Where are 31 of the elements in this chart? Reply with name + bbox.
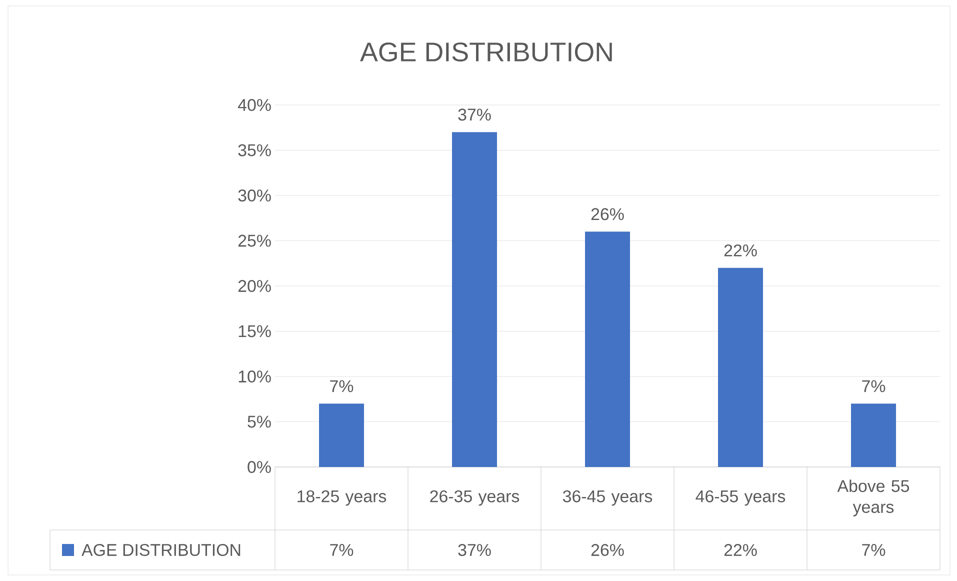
y-tick-label: 40% [238,98,271,111]
bar [452,132,498,467]
y-tick-label: 35% [238,144,271,156]
x-tick-label: 26-35 years [430,490,520,506]
bar [319,404,364,467]
data-label: 22% [724,544,757,556]
text: 26% [591,208,624,220]
y-tick-label: 25% [238,234,271,247]
y-tick-label: 30% [238,189,271,202]
data-label: 26% [591,544,624,556]
legend-label: AGE DISTRIBUTION [82,544,240,556]
y-tick-label: 0% [248,460,271,473]
text: 7% [862,380,886,392]
y-tick-label: 10% [238,370,271,382]
text: 7% [330,380,354,392]
data-label: 7% [862,544,886,556]
chart-title: AGE DISTRIBUTION [360,42,612,62]
y-tick-label: 15% [238,325,271,338]
x-tick-label: 46-55 years [696,490,786,506]
x-tick-label: Above 55 years [837,480,910,516]
bar [718,268,764,467]
data-label: 37% [458,544,491,556]
y-tick-label: 5% [248,416,271,428]
x-tick-label: 18-25 years [298,490,386,506]
data-label: 7% [330,544,354,556]
bar [851,404,896,467]
x-tick-label: 36-45 years [562,490,652,506]
y-tick-label: 20% [238,280,271,292]
text: 37% [458,108,491,121]
bar [585,232,630,467]
text: 22% [724,244,757,256]
